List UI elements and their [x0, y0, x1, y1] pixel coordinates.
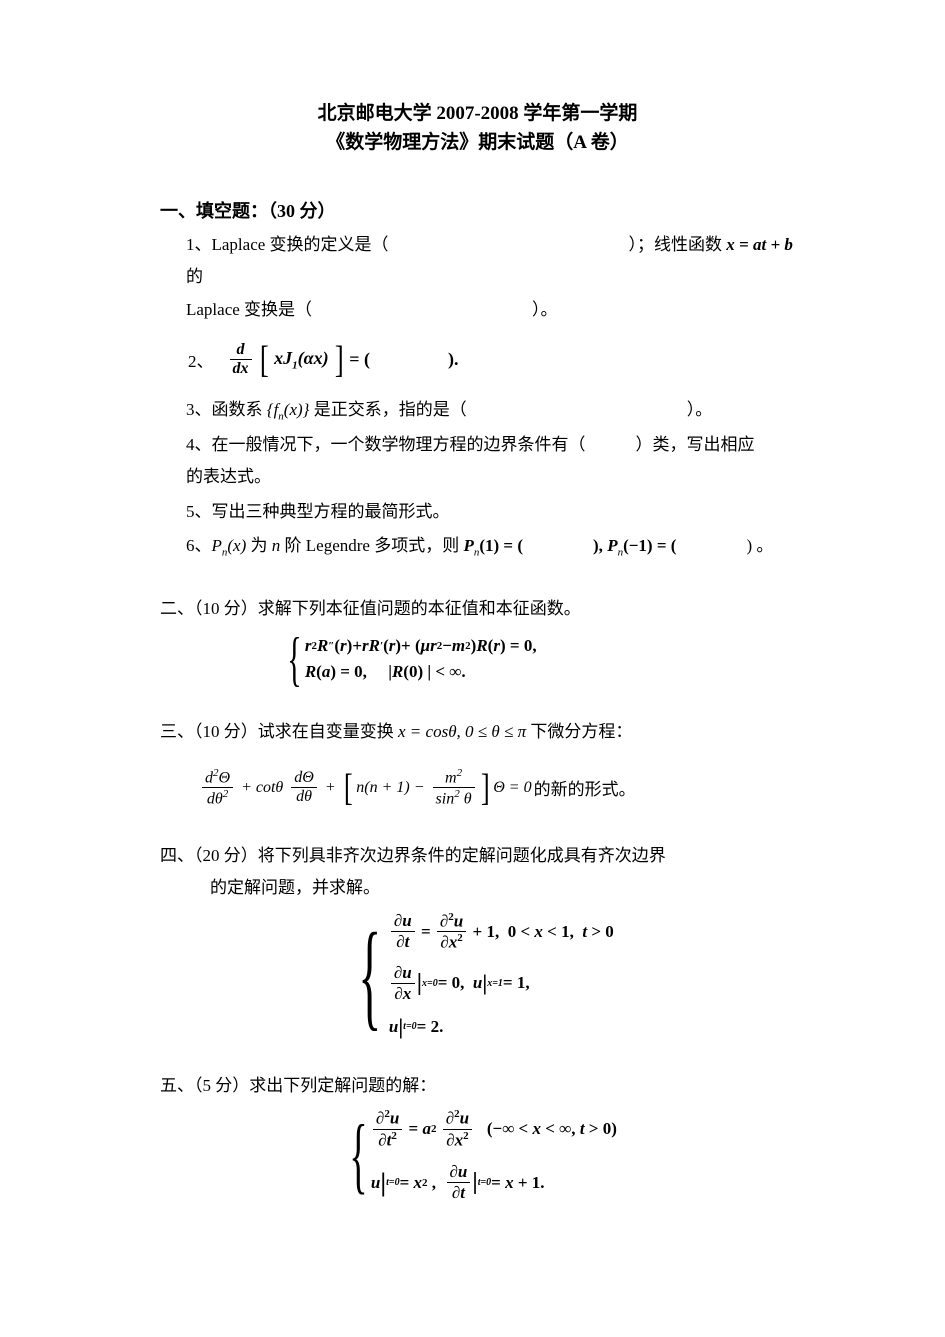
left-bracket-icon: [	[344, 766, 353, 810]
sys-body: ∂u∂t = ∂2u∂x2 + 1, 0 < x < 1, t > 0 ∂u∂x…	[389, 911, 614, 1040]
q2-num: 2、	[188, 347, 214, 372]
sys5-line2: u|t=0= x2 , ∂u∂t |t=0= x + 1.	[371, 1162, 617, 1203]
left-brace-icon: {	[287, 632, 301, 686]
q4-c: 的表达式。	[186, 467, 271, 486]
sys2-line2: R(a) = 0, | R(0) | < ∞.	[305, 662, 537, 682]
q2-eq: = (	[349, 349, 370, 370]
q3-c: ）。	[687, 400, 713, 419]
section-3-heading: 三、（10 分）试求在自变量变换 x = cosθ, 0 ≤ θ ≤ π 下微分…	[160, 716, 795, 748]
section-3-equation: d2Θ dθ2 + cotθ dΘ dθ + [ n(n + 1) − m2 s…	[200, 766, 795, 810]
q1-expr: x = at + b	[726, 235, 793, 254]
section-4-heading: 四、（20 分）将下列具非齐次边界条件的定解问题化成具有齐次边界 的定解问题，并…	[160, 840, 795, 905]
right-bracket-icon: ]	[480, 766, 489, 810]
s4-b: 的定解问题，并求解。	[210, 878, 380, 897]
section-5-heading: 五、（5 分）求出下列定解问题的解：	[160, 1070, 795, 1102]
q3-set: {fn(x)}	[267, 400, 310, 419]
close: Θ = 0	[493, 779, 531, 797]
q6-a: 为 n 阶 Legendre 多项式，则	[246, 536, 463, 555]
term1: d2Θ dθ2	[202, 767, 233, 809]
s4-a: 四、（20 分）将下列具非齐次边界条件的定解问题化成具有齐次边界	[160, 846, 666, 865]
q4-a: 在一般情况下，一个数学物理方程的边界条件有（	[212, 435, 586, 454]
q2-frac: d dx	[230, 341, 252, 378]
sys2-line1: r2R″(r) + rR′(r) + (μr2 − m2)R(r) = 0,	[305, 636, 537, 656]
q3-b: 是正交系，指的是（	[309, 400, 466, 419]
plus2: +	[321, 779, 340, 797]
s3-a: 三、（10 分）试求在自变量变换	[160, 722, 398, 741]
title-line-2: 《数学物理方法》期末试题（A 卷）	[160, 129, 795, 158]
term3: m2 sin2 θ	[433, 767, 475, 809]
sys4-line3: u|t=0= 2.	[389, 1014, 614, 1040]
q2: 2、 d dx [ xJ1(αx) ] = ( ).	[188, 338, 795, 382]
q5-text: 写出三种典型方程的最简形式。	[212, 502, 450, 521]
q1-line2b: ）。	[532, 300, 558, 319]
q1-part-c: 的	[186, 267, 203, 286]
q3-a: 函数系	[212, 400, 267, 419]
q1-part-a: Laplace 变换的定义是（	[212, 235, 389, 254]
q1: 1、Laplace 变换的定义是（ ）；线性函数 x = at + b 的 Lap…	[186, 229, 795, 326]
q4-b: ）类，写出相应	[636, 435, 755, 454]
q6-end: ) 。	[746, 536, 773, 555]
tail: 的新的形式。	[534, 775, 636, 800]
q4-num: 4、	[186, 435, 212, 454]
sys-body: ∂2u∂t2 = a2 ∂2u∂x2 (−∞ < x < ∞, t > 0) u…	[371, 1108, 617, 1203]
left-bracket-icon: [	[259, 338, 268, 382]
section-2-system: { r2R″(r) + rR′(r) + (μr2 − m2)R(r) = 0,…	[280, 632, 795, 686]
q1-part-b: ）；线性函数	[629, 235, 727, 254]
s3-expr: x = cosθ, 0 ≤ θ ≤ π	[398, 722, 526, 741]
sys-body: r2R″(r) + rR′(r) + (μr2 − m2)R(r) = 0, R…	[305, 632, 537, 686]
q5: 5、写出三种典型方程的最简形式。	[186, 496, 795, 528]
q2-close: ).	[448, 349, 459, 370]
q2-inner: xJ1(αx)	[274, 348, 328, 372]
sys5-line1: ∂2u∂t2 = a2 ∂2u∂x2 (−∞ < x < ∞, t > 0)	[371, 1108, 617, 1150]
section-4-system: { ∂u∂t = ∂2u∂x2 + 1, 0 < x < 1, t > 0 ∂u…	[160, 911, 795, 1040]
left-brace-icon: {	[349, 1113, 367, 1198]
section-1-heading: 一、填空题：（30 分）	[160, 197, 795, 223]
sys4-line1: ∂u∂t = ∂2u∂x2 + 1, 0 < x < 1, t > 0	[389, 911, 614, 953]
s3-b: 下微分方程：	[526, 722, 632, 741]
q6-pn1: Pn(1) = (	[463, 536, 523, 555]
q1-num: 1、	[186, 235, 212, 254]
q6-pnm1: Pn(−1) = (	[607, 536, 676, 555]
q6-pn: Pn(x)	[212, 536, 247, 555]
term2: dΘ dθ	[291, 769, 317, 806]
right-bracket-icon: ]	[335, 338, 344, 382]
q5-num: 5、	[186, 502, 212, 521]
plus1: + cotθ	[237, 779, 287, 797]
q3: 3、函数系 {fn(x)} 是正交系，指的是（ ）。	[186, 394, 795, 427]
q6-mid: ),	[593, 536, 607, 555]
section-5-system: { ∂2u∂t2 = a2 ∂2u∂x2 (−∞ < x < ∞, t > 0)…	[160, 1108, 795, 1203]
q6-num: 6、	[186, 536, 212, 555]
q3-num: 3、	[186, 400, 212, 419]
left-brace-icon: {	[359, 915, 382, 1035]
exam-title: 北京邮电大学 2007-2008 学年第一学期 《数学物理方法》期末试题（A 卷…	[160, 100, 795, 157]
q4: 4、在一般情况下，一个数学物理方程的边界条件有（ ）类，写出相应 的表达式。	[186, 429, 795, 494]
bracket-a: n(n + 1) −	[356, 779, 428, 797]
title-line-1: 北京邮电大学 2007-2008 学年第一学期	[160, 100, 795, 129]
sys4-line2: ∂u∂x |x=0 = 0, u|x=1= 1,	[389, 963, 614, 1004]
q6: 6、Pn(x) 为 n 阶 Legendre 多项式，则 Pn(1) = (),…	[186, 530, 795, 563]
section-2-heading: 二、（10 分）求解下列本征值问题的本征值和本征函数。	[160, 593, 795, 625]
q1-line2a: Laplace 变换是（	[186, 300, 312, 319]
